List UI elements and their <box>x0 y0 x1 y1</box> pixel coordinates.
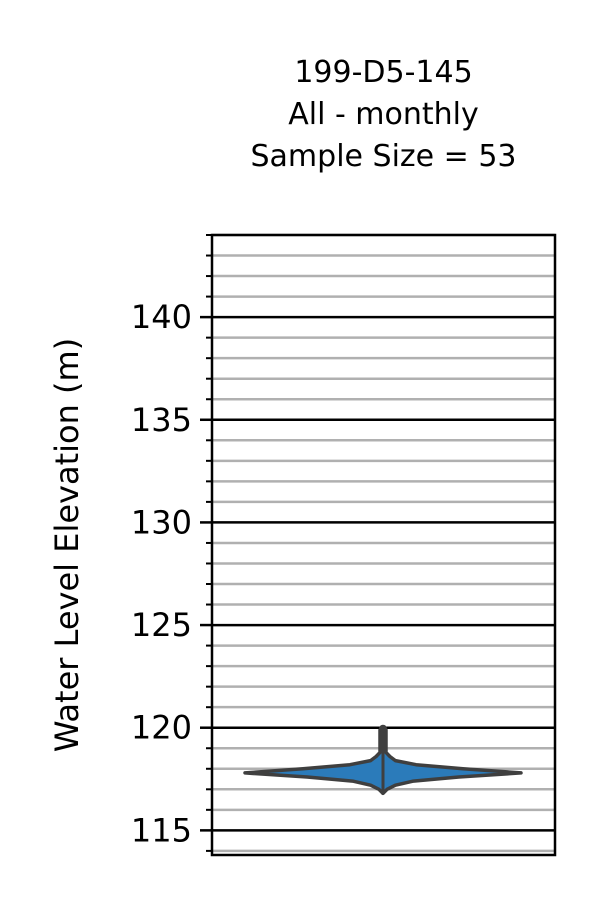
chart-title: 199-D5-145 All - monthly Sample Size = 5… <box>212 52 555 178</box>
violin-plot <box>243 724 523 796</box>
y-tick-label: 115 <box>131 811 192 849</box>
y-axis-label: Water Level Elevation (m) <box>48 338 86 752</box>
y-tick-label: 125 <box>131 606 192 644</box>
title-line-2: All - monthly <box>288 97 479 132</box>
title-line-3: Sample Size = 53 <box>250 139 517 174</box>
y-axis-ticks: 115 120 125 130 135 140 <box>131 234 212 852</box>
y-tick-label: 135 <box>131 401 192 439</box>
plot-frame <box>210 233 557 857</box>
y-tick-label: 140 <box>131 298 192 336</box>
violin-max-point <box>379 724 387 733</box>
y-tick-label: 120 <box>131 709 192 747</box>
title-line-1: 199-D5-145 <box>294 55 473 90</box>
y-tick-label: 130 <box>131 503 192 541</box>
